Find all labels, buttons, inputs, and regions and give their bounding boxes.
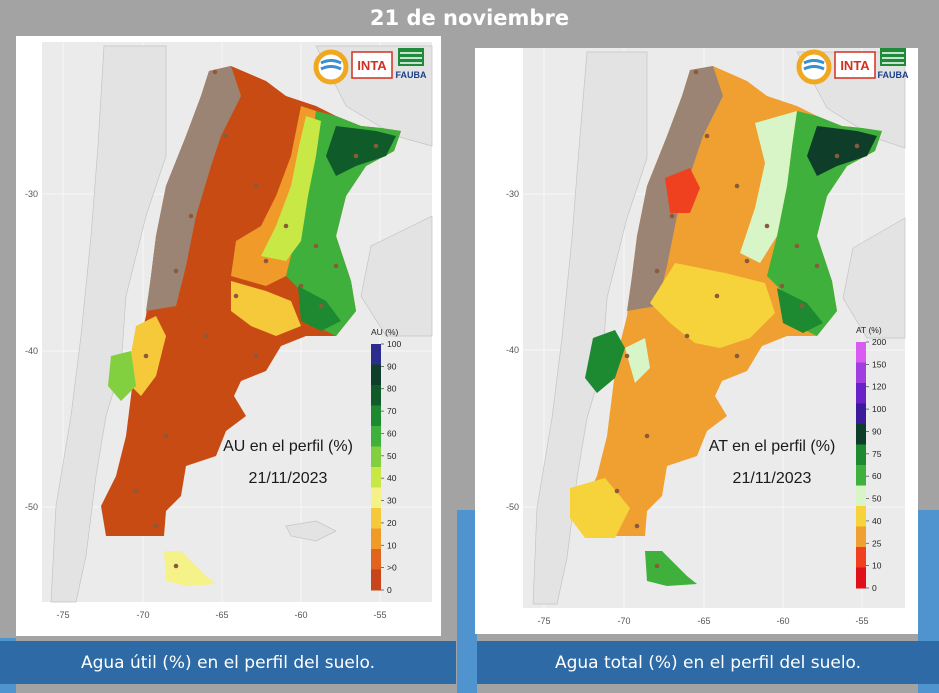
legend-color-step — [856, 403, 866, 425]
legend-color-step — [856, 424, 866, 445]
left-map-svg: -75 -70 -65 -60 -55 -30 -40 -50 INTA FAU… — [16, 36, 441, 636]
x-tick-label: -60 — [294, 610, 307, 620]
decor-blue-right — [457, 510, 477, 693]
legend-tick-label: 40 — [387, 473, 397, 483]
legend-color-step — [856, 567, 866, 589]
legend-color-step — [856, 526, 866, 548]
legend-color-step — [856, 506, 866, 527]
y-tick-label: -30 — [506, 189, 519, 199]
inta-logo-text: INTA — [840, 58, 870, 73]
right-legend-title: AT (%) — [856, 325, 882, 335]
x-tick-label: -75 — [56, 610, 69, 620]
right-caption: Agua total (%) en el perfil del suelo. — [477, 641, 939, 684]
legend-tick-label: >0 — [387, 563, 397, 573]
legend-color-step — [371, 344, 381, 365]
legend-color-step — [371, 569, 381, 591]
legend-color-step — [856, 342, 866, 363]
legend-tick-label: 90 — [872, 426, 882, 436]
y-tick-label: -40 — [506, 345, 519, 355]
legend-color-step — [856, 444, 866, 466]
x-tick-label: -70 — [136, 610, 149, 620]
legend-tick-label: 60 — [872, 471, 882, 481]
left-legend-title: AU (%) — [371, 327, 399, 337]
right-map-panel: -75 -70 -65 -60 -55 -30 -40 -50 INTA FAU… — [475, 48, 918, 634]
right-caption-text: Agua total (%) en el perfil del suelo. — [554, 652, 862, 673]
legend-tick-label: 100 — [872, 404, 886, 414]
institution-logos: INTA FAUBA — [313, 48, 427, 85]
inta-logo-text: INTA — [357, 58, 387, 73]
legend-tick-label: 90 — [387, 361, 397, 371]
legend-tick-label: 50 — [872, 494, 882, 504]
x-tick-label: -75 — [537, 616, 550, 626]
legend-color-step — [856, 465, 866, 486]
legend-color-step — [371, 405, 381, 427]
legend-tick-label: 40 — [872, 516, 882, 526]
legend-color-step — [371, 508, 381, 529]
institution-logos: INTA FAUBA — [796, 48, 909, 85]
legend-color-step — [856, 362, 866, 384]
right-map-svg: -75 -70 -65 -60 -55 -30 -40 -50 INTA FAU… — [475, 48, 918, 634]
x-tick-label: -55 — [855, 616, 868, 626]
legend-color-step — [371, 487, 381, 509]
legend-color-step — [371, 549, 381, 570]
legend-tick-label: 25 — [872, 538, 882, 548]
legend-tick-label: 0 — [872, 583, 877, 593]
y-tick-label: -30 — [25, 189, 38, 199]
legend-color-step — [856, 485, 866, 507]
legend-tick-label: 100 — [387, 339, 401, 349]
legend-tick-label: 150 — [872, 359, 886, 369]
y-tick-label: -50 — [25, 502, 38, 512]
legend-color-step — [371, 467, 381, 488]
legend-tick-label: 120 — [872, 382, 886, 392]
legend-tick-label: 75 — [872, 449, 882, 459]
right-map-date: 21/11/2023 — [733, 470, 812, 487]
x-tick-label: -55 — [373, 610, 386, 620]
left-caption: Agua útil (%) en el perfil del suelo. — [0, 641, 456, 684]
legend-tick-label: 10 — [872, 561, 882, 571]
legend-tick-label: 200 — [872, 337, 886, 347]
left-map-title: AU en el perfil (%) — [223, 438, 353, 455]
x-tick-label: -60 — [776, 616, 789, 626]
page-title: 21 de noviembre — [369, 6, 570, 30]
x-tick-label: -70 — [617, 616, 630, 626]
left-map-panel: -75 -70 -65 -60 -55 -30 -40 -50 INTA FAU… — [16, 36, 441, 636]
legend-color-step — [371, 528, 381, 550]
fauba-logo-text: FAUBA — [396, 70, 427, 80]
fauba-logo-text: FAUBA — [878, 70, 909, 80]
legend-tick-label: 10 — [387, 540, 397, 550]
legend-tick-label: 50 — [387, 451, 397, 461]
legend-color-step — [371, 446, 381, 468]
legend-tick-label: 20 — [387, 518, 397, 528]
legend-color-step — [371, 385, 381, 406]
legend-tick-label: 80 — [387, 384, 397, 394]
legend-tick-label: 70 — [387, 406, 397, 416]
right-map-title: AT en el perfil (%) — [709, 438, 836, 455]
legend-tick-label: 60 — [387, 428, 397, 438]
legend-color-step — [856, 547, 866, 568]
inta-logo-icon — [834, 51, 876, 79]
legend-color-step — [856, 383, 866, 404]
legend-tick-label: 0 — [387, 585, 392, 595]
left-map-date: 21/11/2023 — [249, 470, 328, 487]
legend-color-step — [371, 426, 381, 447]
y-tick-label: -40 — [25, 346, 38, 356]
x-tick-label: -65 — [697, 616, 710, 626]
left-caption-text: Agua útil (%) en el perfil del suelo. — [80, 652, 376, 673]
legend-tick-label: 30 — [387, 496, 397, 506]
left-legend: AU (%) 100 90 80 70 60 50 40 30 20 10 >0 0 — [371, 327, 401, 595]
inta-logo-icon — [351, 51, 393, 79]
y-tick-label: -50 — [506, 502, 519, 512]
legend-color-step — [371, 364, 381, 386]
x-tick-label: -65 — [215, 610, 228, 620]
